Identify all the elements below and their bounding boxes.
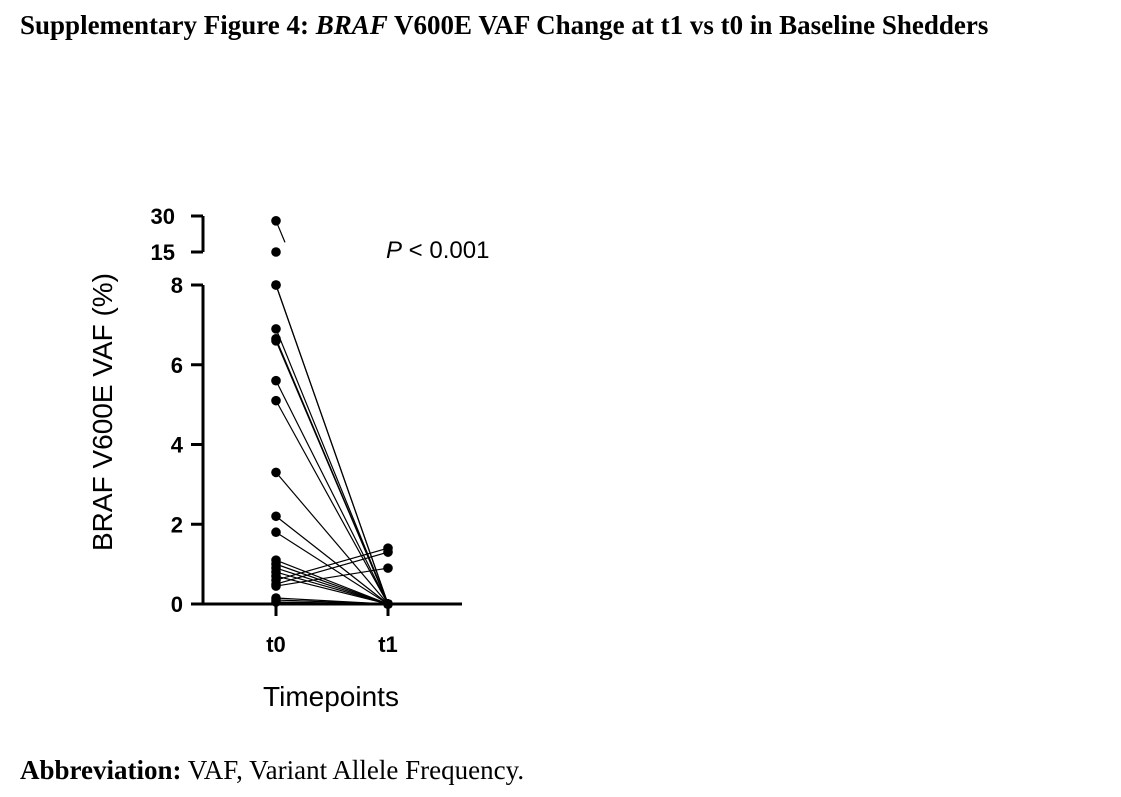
pair-line	[275, 559, 389, 605]
y-tick-label-upper: 30	[151, 204, 175, 229]
t0-point	[271, 280, 281, 290]
t0-point	[271, 597, 281, 607]
y-tick-label: 4	[171, 433, 184, 458]
t0-point	[271, 467, 281, 478]
pair-line	[275, 472, 389, 605]
pair-line	[275, 563, 389, 605]
pair-lines	[275, 220, 389, 605]
title-rest: V600E VAF Change at t1 vs t0 in Baseline…	[387, 10, 989, 40]
figure-title: Supplementary Figure 4: BRAF V600E VAF C…	[20, 10, 1115, 41]
p-value-text: < 0.001	[402, 237, 489, 264]
t0-point	[271, 247, 281, 257]
y-tick-label: 2	[171, 512, 183, 537]
axes	[191, 214, 462, 616]
pair-line	[275, 515, 389, 605]
data-points	[271, 216, 393, 609]
footnote-text: VAF, Variant Allele Frequency.	[181, 755, 525, 785]
pair-line	[275, 551, 389, 585]
t1-point	[383, 599, 393, 609]
y-tick-label: 6	[171, 353, 183, 378]
title-prefix: Supplementary Figure 4:	[20, 10, 316, 40]
y-tick-label: 8	[171, 273, 183, 298]
pair-line	[275, 547, 389, 581]
y-tick-label: 0	[171, 592, 183, 617]
pair-line	[275, 575, 389, 605]
t0-point	[271, 527, 281, 538]
pair-line	[275, 328, 389, 605]
pair-line	[275, 567, 389, 605]
t1-point	[383, 563, 393, 573]
pair-line	[275, 601, 389, 605]
t1-point	[383, 547, 393, 557]
pair-line	[275, 380, 389, 605]
x-tick-label: t1	[378, 632, 398, 657]
y-tick-label-upper: 15	[151, 240, 175, 265]
title-gene-name: BRAF	[315, 10, 388, 40]
t0-point	[271, 216, 281, 226]
p-value-symbol: P	[386, 237, 402, 264]
t0-point	[271, 511, 281, 522]
t0-point	[271, 375, 281, 386]
x-tick-label: t0	[266, 632, 286, 657]
pair-line	[275, 571, 389, 605]
pair-line	[275, 400, 389, 605]
t0-point	[271, 395, 281, 406]
chart-labels: 0 2 4 6 8 15 30 t0 t1 Timepoints BRAF V600E VAF (%…	[87, 204, 489, 712]
abbreviation-footnote: Abbreviation: VAF, Variant Allele Freque…	[20, 755, 524, 786]
pair-line	[275, 284, 389, 605]
pair-line	[275, 567, 389, 587]
t0-point	[271, 324, 281, 334]
footnote-label: Abbreviation:	[20, 755, 182, 785]
t0-point	[271, 581, 281, 591]
y-axis-title: BRAF V600E VAF (%)	[87, 273, 118, 551]
t0-point	[271, 336, 281, 346]
p-value-annotation: P < 0.001	[386, 237, 489, 264]
x-axis-title: Timepoints	[263, 681, 399, 712]
pair-line	[275, 340, 389, 605]
